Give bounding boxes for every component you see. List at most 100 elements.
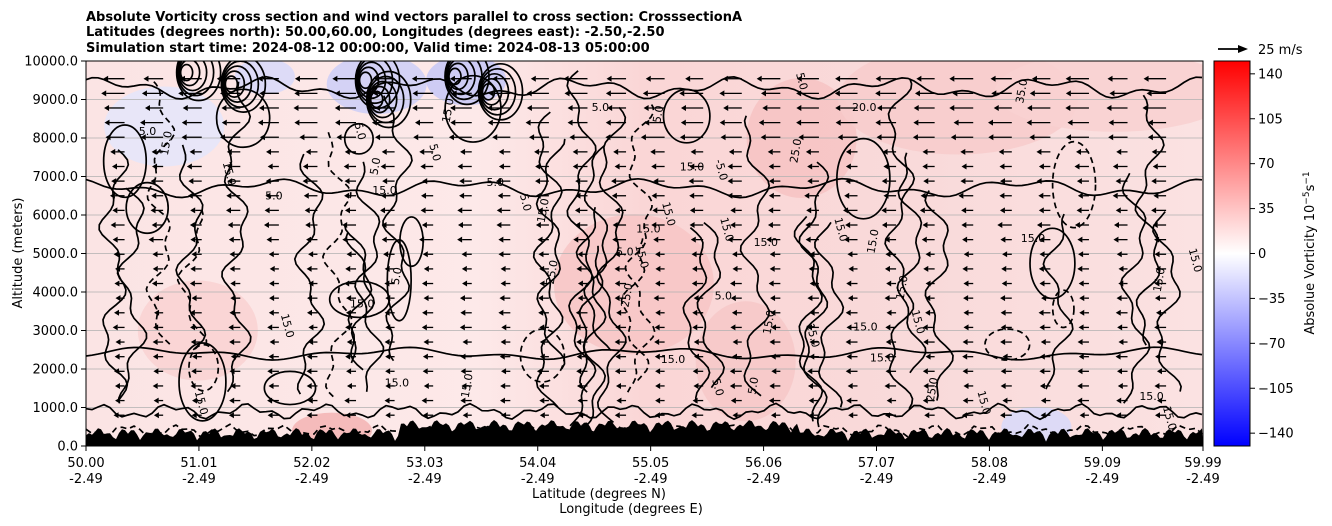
- wind-arrow: [229, 339, 241, 346]
- wind-arrow: [421, 222, 434, 229]
- wind-arrow: [230, 353, 241, 360]
- contour-label: 5.0: [746, 376, 762, 395]
- colorbar-tick-label: 140: [1258, 67, 1283, 82]
- wind-arrow: [539, 339, 549, 346]
- wind-arrow: [269, 339, 279, 346]
- contour-label: 15.0: [535, 197, 552, 223]
- wind-arrow: [344, 178, 357, 185]
- wind-arrow: [575, 192, 588, 199]
- wind-arrow: [67, 76, 86, 82]
- wind-arrow: [344, 397, 357, 404]
- wind-arrow: [605, 134, 627, 141]
- wind-arrow: [1067, 119, 1089, 126]
- wind-arrow: [846, 353, 858, 360]
- wind-arrow: [847, 295, 858, 302]
- wind-arrow: [613, 148, 627, 155]
- wind-arrow: [768, 280, 781, 287]
- wind-arrow: [1029, 90, 1051, 97]
- wind-arrow: [875, 75, 897, 82]
- wind-arrow: [991, 90, 1012, 97]
- wind-arrow: [796, 119, 819, 126]
- contour-loop: [222, 65, 253, 103]
- wind-arrow: [693, 295, 704, 302]
- contour-loop: [223, 70, 246, 98]
- wind-arrow: [796, 75, 819, 82]
- wind-arrow: [807, 163, 819, 170]
- wind-arrow: [653, 236, 665, 243]
- wind-arrow: [809, 280, 819, 287]
- wind-arrow: [190, 382, 202, 389]
- wind-arrow: [922, 222, 935, 229]
- wind-arrow: [190, 265, 202, 272]
- wind-arrow: [115, 295, 125, 302]
- y-tick-label: 8000.0: [33, 132, 79, 147]
- contour-loop: [481, 82, 496, 101]
- wind-arrow: [999, 207, 1012, 214]
- wind-arrow: [1039, 368, 1051, 375]
- contour-loop: [102, 124, 148, 199]
- contour-label: 5.0: [389, 266, 405, 285]
- wind-arrow: [605, 90, 627, 97]
- wind-arrow: [229, 309, 241, 316]
- wind-arrow: [113, 412, 125, 419]
- wind-arrow: [1041, 295, 1051, 302]
- wind-arrow: [306, 353, 318, 360]
- wind-arrow: [655, 382, 665, 389]
- wind-arrow: [655, 280, 665, 287]
- contour-label: 15.0: [1021, 232, 1046, 245]
- contour-loop: [478, 67, 517, 116]
- x-tick-label-lat: 55.05: [632, 456, 669, 471]
- wind-arrow: [294, 119, 318, 126]
- wind-arrow: [768, 163, 781, 170]
- wind-arrow: [344, 148, 357, 155]
- wind-arrow: [651, 163, 665, 170]
- wind-arrow: [190, 324, 202, 331]
- wind-arrow: [845, 163, 858, 170]
- wind-arrow: [304, 207, 318, 214]
- wind-arrow: [694, 353, 704, 360]
- chart-title-line-3: Simulation start time: 2024-08-12 00:00:…: [86, 41, 650, 56]
- wind-arrow: [372, 90, 395, 97]
- wind-arrow: [450, 119, 472, 126]
- wind-arrow: [112, 324, 125, 331]
- wind-arrow: [450, 104, 472, 111]
- wind-arrow: [807, 382, 819, 389]
- contour-label: 5.0: [351, 121, 368, 141]
- wind-arrow: [807, 178, 819, 185]
- wind-arrow: [654, 353, 665, 360]
- contour-line: [924, 190, 954, 401]
- x-tick-label-lon: -2.49: [1086, 472, 1120, 487]
- contour-line: [293, 153, 326, 395]
- contour-line: [382, 95, 413, 362]
- wind-arrow: [1106, 104, 1128, 111]
- wind-arrow: [501, 412, 511, 419]
- wind-arrow: [679, 134, 704, 141]
- wind-arrow: [267, 397, 279, 404]
- wind-arrow: [999, 163, 1012, 170]
- contour-label: 25.0: [619, 282, 636, 308]
- wind-arrow: [539, 280, 549, 287]
- wind-arrow: [385, 324, 395, 331]
- wind-arrow: [845, 148, 858, 155]
- contour-line: [583, 144, 612, 352]
- wind-arrow: [1002, 251, 1012, 258]
- wind-arrow: [963, 280, 974, 287]
- wind-arrow: [1116, 412, 1128, 419]
- wind-arrow: [616, 397, 627, 404]
- terrain-contours: [86, 420, 1203, 446]
- wind-vectors: [67, 75, 1167, 419]
- contour-line: [620, 235, 650, 382]
- wind-arrow: [848, 265, 858, 272]
- wind-arrow: [190, 236, 202, 243]
- wind-arrow: [1036, 178, 1051, 185]
- wind-arrow: [342, 236, 357, 243]
- contour-label: 15.0: [908, 308, 927, 335]
- contour-label: 15.0: [853, 321, 878, 334]
- wind-arrow: [1151, 207, 1167, 214]
- contour-loop: [662, 88, 711, 144]
- wind-arrow: [1077, 382, 1089, 389]
- wind-arrow: [1078, 324, 1089, 331]
- wind-arrow: [264, 207, 279, 214]
- wind-arrow: [962, 397, 974, 404]
